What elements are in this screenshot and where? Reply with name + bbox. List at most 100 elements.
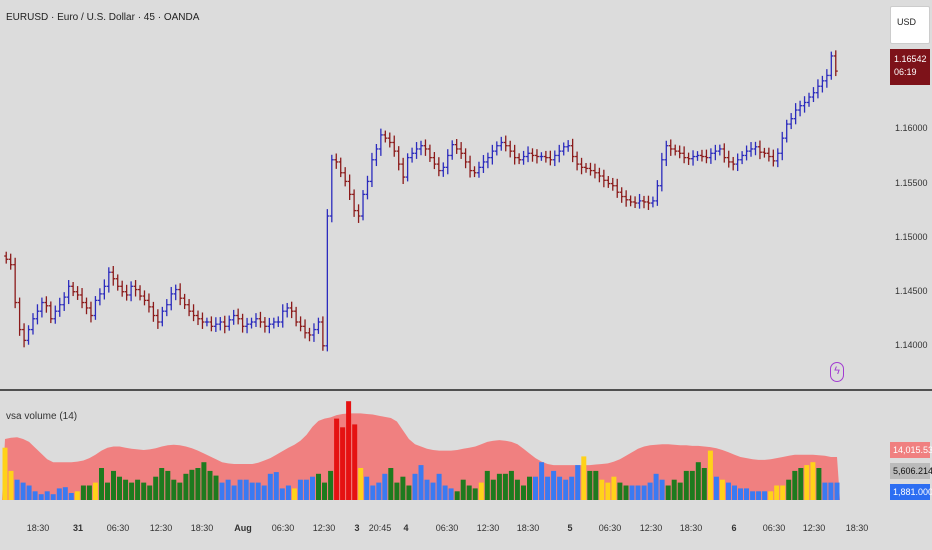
price-axis-tick: 1.15000: [895, 231, 928, 242]
price-bar: [633, 196, 638, 209]
price-bar: [722, 143, 727, 163]
volume-bar: [623, 485, 629, 500]
price-bar: [200, 312, 205, 329]
volume-bar: [364, 476, 370, 500]
price-bar: [383, 130, 388, 143]
price-bar: [320, 316, 325, 351]
volume-bar: [834, 482, 840, 500]
price-bar: [387, 132, 392, 148]
price-bar: [592, 163, 597, 179]
volume-bar: [418, 465, 424, 500]
time-axis-tick: 12:30: [476, 523, 500, 533]
volume-bar: [792, 470, 798, 500]
time-axis-tick: 18:30: [190, 523, 214, 533]
price-bar: [164, 299, 169, 317]
volume-bar: [285, 485, 291, 500]
volume-bar: [249, 482, 255, 500]
price-bar: [4, 251, 9, 264]
price-bar: [650, 196, 655, 208]
price-bar: [450, 140, 455, 160]
volume-bar: [117, 476, 122, 500]
price-bar: [677, 145, 682, 159]
volume-bar: [551, 470, 557, 500]
price-bar: [829, 51, 834, 80]
price-bar: [209, 316, 214, 332]
volume-bar: [195, 468, 201, 500]
volume-bar: [732, 485, 737, 500]
price-bar: [169, 286, 174, 311]
volume-bar: [141, 482, 147, 500]
price-bar: [517, 153, 522, 165]
price-bar: [552, 150, 557, 167]
volume-bar: [406, 485, 412, 500]
volume-bar: [472, 488, 478, 500]
time-axis-tick: 5: [567, 523, 573, 533]
price-bar: [731, 156, 736, 171]
price-bar: [833, 50, 838, 77]
volume-bar: [502, 473, 508, 500]
price-bar: [432, 151, 437, 170]
volume-bar: [279, 488, 285, 500]
price-bar: [280, 304, 285, 328]
volume-tag-red: 14,015.53571: [890, 442, 932, 458]
price-bar: [138, 285, 143, 301]
price-bar: [744, 145, 749, 161]
volume-bar: [454, 491, 460, 500]
price-bar: [807, 92, 812, 107]
time-axis-tick: 4: [403, 523, 409, 533]
volume-bar: [641, 485, 647, 500]
price-bar: [26, 325, 31, 345]
volume-bar: [521, 485, 526, 500]
price-bar: [392, 135, 397, 157]
volume-bar: [653, 473, 659, 500]
price-bar: [481, 155, 486, 173]
volume-bar: [707, 450, 713, 500]
volume-bar: [412, 473, 418, 500]
volume-bar: [593, 470, 599, 500]
price-bar: [80, 288, 85, 309]
price-bar: [815, 79, 820, 99]
volume-bar: [756, 491, 762, 500]
price-bar: [534, 149, 539, 164]
volume-bar: [44, 491, 50, 500]
price-bar: [191, 304, 196, 322]
time-axis-tick: 06:30: [106, 523, 130, 533]
price-bar: [490, 144, 495, 165]
price-bar: [311, 323, 316, 342]
indicator-title[interactable]: vsa volume (14): [6, 411, 78, 422]
price-bar: [584, 163, 589, 173]
price-bar: [262, 317, 267, 333]
lightning-icon[interactable]: ϟ: [830, 362, 844, 382]
price-bar: [427, 144, 432, 162]
volume-bar: [219, 482, 225, 500]
volume-bar: [436, 473, 442, 500]
time-axis-tick: 18:30: [26, 523, 50, 533]
price-bar: [659, 152, 664, 192]
volume-bar: [38, 494, 44, 500]
price-bar: [588, 162, 593, 176]
price-bar: [329, 154, 334, 223]
symbol-title[interactable]: EURUSD · Euro / U.S. Dollar · 45 · OANDA: [6, 12, 200, 23]
price-bar: [294, 306, 299, 327]
price-bar: [17, 297, 22, 336]
price-bar: [802, 96, 807, 113]
volume-bar: [671, 479, 677, 500]
price-axis-tick: 1.14000: [895, 339, 928, 350]
price-bar: [88, 301, 93, 323]
volume-bar: [147, 485, 153, 500]
volume-bar: [810, 462, 816, 500]
price-bar: [338, 157, 343, 178]
volume-bar: [563, 479, 569, 500]
time-axis-tick: Aug: [234, 523, 252, 533]
price-bar: [267, 317, 272, 334]
time-axis-tick: 31: [72, 523, 84, 533]
volume-bar: [316, 473, 321, 500]
price-bar: [824, 69, 829, 88]
price-bar: [699, 149, 704, 162]
currency-button[interactable]: USD: [890, 6, 930, 44]
price-bar: [726, 150, 731, 168]
volume-bar: [8, 470, 14, 500]
volume-bar: [527, 476, 532, 500]
price-bar: [124, 284, 129, 301]
